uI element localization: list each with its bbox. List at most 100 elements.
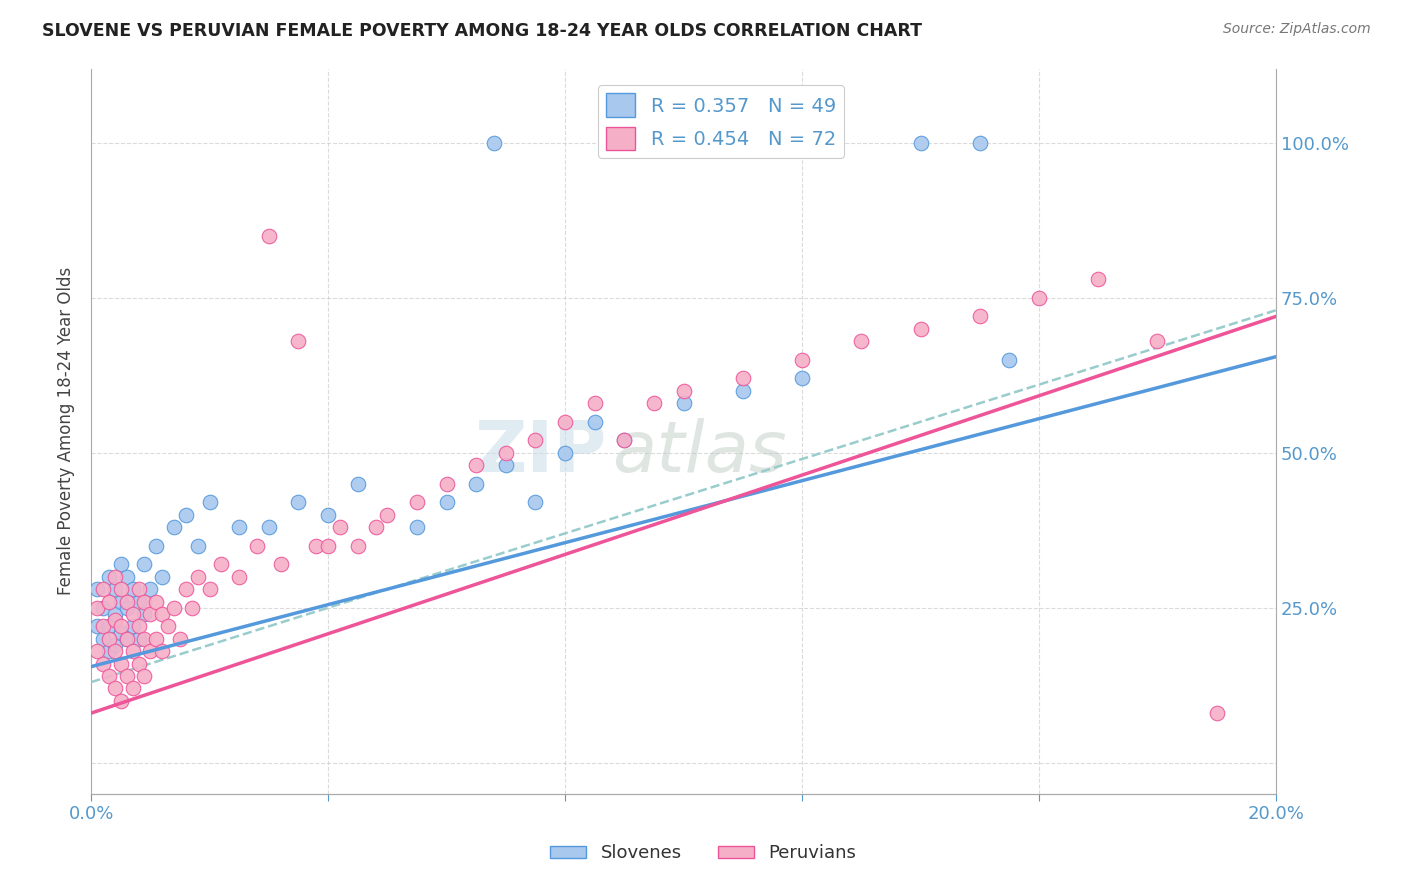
Point — [86, 619, 108, 633]
Point — [346, 476, 368, 491]
Point — [377, 508, 399, 522]
Point — [174, 582, 197, 596]
Point — [115, 594, 138, 608]
Point — [145, 632, 167, 646]
Point — [110, 594, 132, 608]
Point — [97, 594, 120, 608]
Point — [672, 396, 695, 410]
Point — [211, 558, 233, 572]
Point — [364, 520, 387, 534]
Point — [643, 396, 665, 410]
Point — [91, 632, 114, 646]
Point — [110, 582, 132, 596]
Point — [436, 495, 458, 509]
Point — [287, 495, 309, 509]
Point — [228, 570, 250, 584]
Point — [613, 434, 636, 448]
Point — [128, 582, 150, 596]
Point — [97, 644, 120, 658]
Point — [257, 520, 280, 534]
Point — [969, 310, 991, 324]
Point — [406, 520, 429, 534]
Point — [139, 607, 162, 621]
Point — [115, 600, 138, 615]
Point — [86, 644, 108, 658]
Text: atlas: atlas — [613, 418, 787, 487]
Point — [128, 594, 150, 608]
Text: Source: ZipAtlas.com: Source: ZipAtlas.com — [1223, 22, 1371, 37]
Point — [910, 136, 932, 150]
Point — [495, 446, 517, 460]
Point — [91, 619, 114, 633]
Point — [482, 136, 505, 150]
Point — [790, 371, 813, 385]
Point — [287, 334, 309, 349]
Point — [134, 594, 156, 608]
Point — [228, 520, 250, 534]
Point — [110, 625, 132, 640]
Point — [104, 570, 127, 584]
Point — [198, 495, 221, 509]
Point — [121, 619, 143, 633]
Point — [104, 638, 127, 652]
Point — [270, 558, 292, 572]
Point — [91, 657, 114, 671]
Point — [97, 570, 120, 584]
Point — [115, 632, 138, 646]
Point — [316, 539, 339, 553]
Point — [110, 619, 132, 633]
Point — [346, 539, 368, 553]
Point — [134, 558, 156, 572]
Point — [613, 434, 636, 448]
Point — [97, 632, 120, 646]
Point — [583, 415, 606, 429]
Point — [969, 136, 991, 150]
Point — [145, 594, 167, 608]
Point — [257, 228, 280, 243]
Point — [910, 322, 932, 336]
Point — [139, 644, 162, 658]
Point — [121, 644, 143, 658]
Point — [187, 539, 209, 553]
Point — [524, 495, 547, 509]
Point — [134, 669, 156, 683]
Point — [1087, 272, 1109, 286]
Point — [115, 632, 138, 646]
Point — [134, 607, 156, 621]
Point — [163, 520, 186, 534]
Point — [305, 539, 328, 553]
Point — [128, 632, 150, 646]
Point — [97, 619, 120, 633]
Point — [121, 607, 143, 621]
Point — [406, 495, 429, 509]
Point — [104, 613, 127, 627]
Point — [465, 476, 488, 491]
Point — [672, 384, 695, 398]
Point — [86, 582, 108, 596]
Text: SLOVENE VS PERUVIAN FEMALE POVERTY AMONG 18-24 YEAR OLDS CORRELATION CHART: SLOVENE VS PERUVIAN FEMALE POVERTY AMONG… — [42, 22, 922, 40]
Point — [145, 539, 167, 553]
Point — [495, 458, 517, 473]
Point — [316, 508, 339, 522]
Point — [121, 582, 143, 596]
Point — [554, 446, 576, 460]
Point — [110, 694, 132, 708]
Point — [115, 669, 138, 683]
Point — [1205, 706, 1227, 720]
Point — [110, 657, 132, 671]
Point — [187, 570, 209, 584]
Point — [554, 415, 576, 429]
Point — [790, 352, 813, 367]
Point — [169, 632, 191, 646]
Legend: R = 0.357   N = 49, R = 0.454   N = 72: R = 0.357 N = 49, R = 0.454 N = 72 — [599, 86, 844, 158]
Text: ZIP: ZIP — [474, 418, 606, 487]
Point — [110, 558, 132, 572]
Point — [150, 644, 173, 658]
Point — [139, 582, 162, 596]
Point — [97, 669, 120, 683]
Point — [128, 619, 150, 633]
Point — [104, 582, 127, 596]
Point — [121, 681, 143, 696]
Point — [86, 600, 108, 615]
Point — [128, 657, 150, 671]
